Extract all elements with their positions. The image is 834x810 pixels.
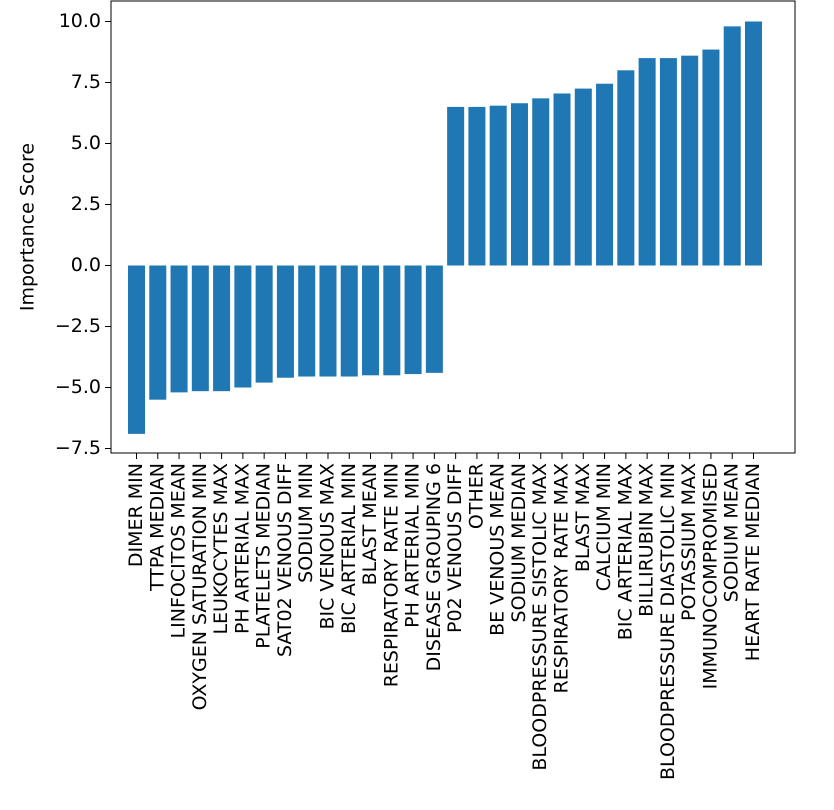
bar-19 — [532, 98, 550, 266]
x-tick-label-13: PH ARTERIAL MIN — [402, 463, 424, 628]
x-tick-label-9: BIC VENOUS MAX — [316, 463, 338, 630]
bar-7 — [276, 265, 294, 378]
x-tick-label-10: BIC ARTERIAL MIN — [338, 463, 360, 634]
x-tick-label-21: BLAST MAX — [572, 463, 594, 572]
bar-24 — [638, 58, 656, 266]
x-tick-label-19: BLOODPRESSURE SISTOLIC MAX — [529, 463, 551, 771]
x-tick-label-18: SODIUM MEDIAN — [508, 463, 530, 622]
bar-28 — [723, 26, 741, 266]
bar-13 — [404, 265, 422, 375]
bar-0 — [127, 265, 146, 434]
x-tick-label-1: TTPA MEDIAN — [146, 463, 168, 592]
bar-3 — [191, 265, 209, 392]
x-tick-label-17: BE VENOUS MEAN — [487, 463, 509, 636]
y-tick-label-2: 5.0 — [71, 132, 101, 154]
bar-20 — [553, 93, 571, 266]
y-tick-label-3: 2.5 — [71, 193, 101, 215]
y-tick-label-1: 7.5 — [71, 71, 101, 93]
y-axis: 10.0 7.5 5.0 2.5 0.0 −2.5 −5.0 −7.5 — [55, 10, 111, 459]
y-tick-label-0: 10.0 — [59, 10, 101, 32]
x-tick-label-6: PLATELETS MEDIAN — [253, 463, 275, 649]
x-tick-label-24: BILLIRUBIN MAX — [636, 463, 658, 617]
x-tick-label-3: OXYGEN SATURATION MIN — [189, 463, 211, 710]
bar-12 — [383, 265, 401, 376]
x-tick-label-29: HEART RATE MEDIAN — [742, 463, 764, 661]
x-tick-label-5: PH ARTERIAL MAX — [231, 463, 253, 634]
bar-29 — [744, 21, 763, 266]
x-tick-label-23: BIC ARTERIAL MAX — [614, 463, 636, 640]
bar-17 — [489, 105, 507, 266]
bar-11 — [362, 265, 380, 376]
bar-15 — [447, 106, 465, 266]
bar-25 — [659, 58, 677, 266]
x-tick-label-15: P02 VENOUS DIFF — [444, 463, 466, 633]
x-tick-label-12: RESPIRATORY RATE MIN — [380, 463, 402, 687]
bar-22 — [596, 83, 614, 266]
bar-4 — [213, 265, 231, 392]
x-tick-label-16: OTHER — [465, 463, 487, 529]
x-tick-label-8: SODIUM MIN — [295, 463, 317, 583]
plot-frame — [110, 0, 796, 454]
bars-group — [127, 21, 763, 434]
bar-18 — [510, 103, 528, 266]
y-axis-title: Importance Score — [17, 143, 39, 311]
x-tick-label-28: SODIUM MEAN — [721, 463, 743, 602]
bar-14 — [425, 265, 443, 373]
x-tick-label-4: LEUKOCYTES MAX — [210, 463, 232, 635]
bar-26 — [681, 55, 699, 266]
x-tick-label-2: LINFOCITOS MEAN — [168, 463, 190, 638]
x-tick-label-25: BLOODPRESSURE DIASTOLIC MIN — [657, 463, 679, 780]
x-tick-label-0: DIMER MIN — [125, 463, 147, 567]
bar-8 — [298, 265, 316, 377]
bar-27 — [702, 49, 720, 266]
x-tick-label-22: CALCIUM MIN — [593, 463, 615, 591]
bar-10 — [340, 265, 358, 377]
x-tick-label-11: BLAST MEAN — [359, 463, 381, 585]
x-tick-label-20: RESPIRATORY RATE MAX — [551, 463, 573, 694]
bar-1 — [149, 265, 167, 400]
y-tick-label-7: −7.5 — [55, 437, 101, 459]
bar-5 — [234, 265, 252, 388]
bar-16 — [468, 106, 486, 266]
bar-21 — [574, 88, 592, 266]
bar-23 — [617, 70, 635, 266]
y-tick-label-5: −2.5 — [55, 315, 101, 337]
x-axis: DIMER MIN TTPA MEDIAN LINFOCITOS MEAN OXYGE… — [125, 453, 764, 780]
bar-6 — [255, 265, 273, 383]
x-tick-label-14: DISEASE GROUPING 6 — [423, 463, 445, 671]
x-tick-label-7: SAT02 VENOUS DIFF — [274, 463, 296, 657]
x-tick-label-27: IMMUNOCOMPROMISED — [699, 463, 721, 689]
y-tick-label-6: −5.0 — [55, 376, 101, 398]
bar-2 — [170, 265, 188, 393]
y-tick-label-4: 0.0 — [71, 254, 101, 276]
x-tick-label-26: POTASSIUM MAX — [678, 463, 700, 621]
bar-9 — [319, 265, 337, 377]
